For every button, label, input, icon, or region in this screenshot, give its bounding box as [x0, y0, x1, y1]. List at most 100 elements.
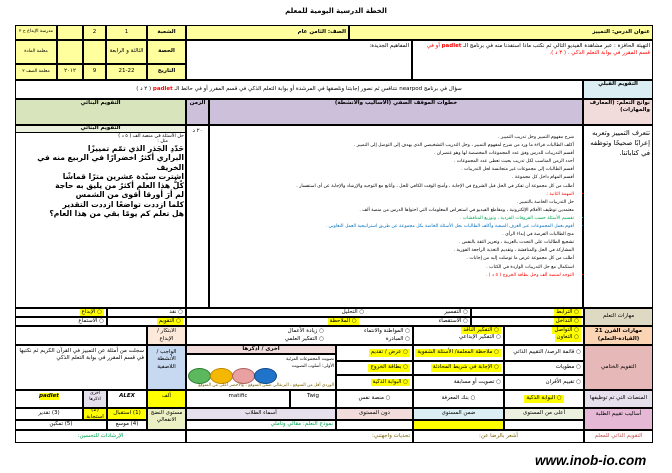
platform-item[interactable]: بنك المعرفة — [413, 390, 504, 408]
section-label: الشعبة — [147, 25, 186, 40]
platform-matific[interactable]: matific — [186, 390, 290, 408]
platform-other: أخرى اذكرها — [83, 390, 107, 408]
step-item: المهمة الثانية : — [212, 191, 574, 199]
step-item: التوجه لمنصة ألف وحل بطاقة الخروج ( ٥ د … — [212, 272, 574, 280]
skill-option-row[interactable]: التفسيرالتحليل — [186, 308, 471, 317]
grade: الصف: الثامن عام — [186, 25, 349, 40]
warmup-prefix: التهيئة الحافزة : عبر مشاهدة الفيديو الت… — [461, 43, 650, 49]
step-item: استكمال مع حل التدريبات الواردة في الكتا… — [212, 264, 574, 272]
formative-subheader: التقويم البنائي — [15, 125, 186, 133]
skill-option[interactable]: التداخل — [471, 317, 584, 326]
final-assessment-label: التقويم الختامي — [584, 345, 653, 390]
maturity-option[interactable]: (2) استجابة — [83, 408, 107, 420]
step-item: شرح مفهوم التمييز وحل تدريب التمييز . — [212, 134, 574, 142]
other-notes: تصويت المجموعات المرئية الأولى: أسلوب ال… — [286, 357, 334, 369]
maturity-option[interactable]: (5) تمكين — [15, 420, 107, 430]
creativity-label: الابتكار / الإبداع — [147, 326, 186, 345]
level-above: أعلى من المستوى — [504, 408, 584, 420]
formative-line: اشترت سيّدة عشرين مترًا قماشًا — [62, 171, 184, 181]
step-item: أكلف الطالبات قراءة ما ورد من شرح لمفهوم… — [212, 142, 574, 150]
skill-option[interactable]: الإبداع — [15, 308, 107, 317]
formative-line: كلما ازددت تواضعًا ازددت التقدير — [62, 199, 184, 209]
pre-assessment-suffix: ( ٢ د ) — [136, 86, 153, 92]
platform-item[interactable]: منصة نفس — [336, 390, 413, 408]
platform-padlet[interactable]: padlet — [15, 390, 83, 408]
maturity-option[interactable]: (4) موسع — [107, 420, 147, 430]
skills21-options[interactable]: التواصلالتعاون — [504, 326, 584, 345]
date-label: التاريخ — [147, 64, 186, 80]
teacher-label: معلمة المادة — [15, 40, 57, 64]
assessment-option[interactable]: تقييم الأقران — [504, 375, 584, 390]
assessment-option[interactable]: عرض / تقديم — [336, 345, 413, 361]
warmup: التهيئة الحافزة : عبر مشاهدة الفيديو الت… — [412, 40, 653, 80]
steps-cell — [209, 125, 583, 308]
blank-cell — [57, 25, 83, 40]
yellow-smiley-icon — [210, 368, 233, 384]
skill-option-row[interactable]: الاستقصاءالملاحظة — [186, 317, 471, 326]
maturity-option[interactable]: (3) تقدير — [15, 408, 83, 420]
assessment-option[interactable]: مطويات — [504, 361, 584, 375]
level-above-value[interactable] — [504, 420, 584, 430]
self-eval-challenges[interactable]: تحديات واجهتني: — [186, 430, 413, 443]
class-teacher: معلمة الصف ٢ — [15, 64, 57, 80]
other-cell — [186, 354, 336, 390]
skills21-options[interactable]: التفكير الناقدالتفكير الإبداعي — [413, 326, 504, 345]
step-item: تقسيم الأسئلة حسب الفروقات الفردية ، وتو… — [212, 215, 574, 223]
learning-model: نموذج التعلم: مقالي وتأملي — [186, 420, 336, 430]
assessment-option[interactable]: قائمة الرصد/ التقييم الذاتي — [504, 345, 584, 361]
platforms-label: المنصات التي تم توظيفها — [584, 390, 653, 408]
watermark: www.inob-io.com — [535, 453, 647, 468]
self-eval-satisfied[interactable]: أشعر بالرضا عن: — [413, 430, 584, 443]
self-eval-label: التقويم الذاتي للمعلم — [584, 430, 653, 443]
self-eval-guidance[interactable]: الإرشادات للتحسين: — [15, 430, 186, 443]
platform-alex[interactable]: ALEX — [107, 390, 147, 408]
steps-header: خطوات الموقف الصفي (الأساليب والأنشطة) — [209, 99, 583, 125]
step-item: معتمدين توظيف الأقلام الإلكترونية ، ومقا… — [212, 207, 574, 215]
skill-option[interactable]: الاستماع — [15, 317, 107, 326]
assessment-option[interactable]: البوابة الذكية — [336, 375, 413, 390]
step-item: أقوم بعمل المجموعات عبر الغرف الصفية وأك… — [212, 223, 574, 231]
step-item: المشاركة في الحل والمناقشة ، وتقديم التغ… — [212, 247, 574, 255]
maturity-label: مستوى النضج الانفعالي — [147, 408, 186, 430]
formative-header: التقويم البنائي — [15, 99, 186, 125]
level-below-value[interactable] — [336, 420, 413, 430]
step-item: أقسم الطالبات إلى مجموعات غير متجانسة لح… — [212, 166, 574, 174]
formative-line: البراري أكثرُ اخضرارًا في الربيع منه في … — [37, 153, 184, 172]
platform-twig[interactable]: Twig — [290, 390, 336, 408]
step-item: أقسم التدريبات للدرس وفق عدد المجموعات ا… — [212, 150, 574, 158]
student-names-label: أسماء الطلاب — [186, 408, 336, 420]
maturity-option[interactable]: (1) استقبال — [107, 408, 147, 420]
formative-line: لم أرَ أورقا أقوى من الشمس — [75, 190, 184, 200]
assessment-option[interactable]: الإجابة في شريط المحادثة — [413, 361, 504, 375]
skill-option[interactable]: التقويم — [107, 317, 186, 326]
platform-item[interactable]: البوابة الذكية — [504, 390, 584, 408]
outcomes-text: تتعرف التمييز وتعربه إعرابًا صحيحًا وتوظ… — [583, 125, 653, 308]
pink-smiley-icon — [232, 368, 255, 384]
warmup-app: padlet — [441, 43, 462, 49]
time-header: الزمن — [186, 99, 209, 125]
pre-assessment-text: سؤال في برنامج nearpod نتنافس ثم نصور إج… — [15, 80, 583, 99]
skill-option[interactable]: الترابط — [471, 308, 584, 317]
skill-option[interactable]: نقد — [107, 308, 186, 317]
formative-content: حل الأسئلة في منصة ألف ( ٥ د ) مثل : حَد… — [18, 134, 184, 218]
skills21-options[interactable]: المواطنة والانتماءالمبادرة زيادة الأعمال… — [186, 326, 413, 345]
day-value: 9 — [83, 64, 106, 80]
period-label: الحصة — [147, 40, 186, 64]
period-value: الثالثة و الرابعة — [106, 40, 147, 64]
assessment-option[interactable]: بطاقة الخروج — [336, 361, 413, 375]
lesson-title: عنوان الدرس: التمييز — [349, 25, 653, 40]
smiley-legend: الوردي أقل من المتوقع ، البرتقالي ضمن ال… — [198, 383, 334, 388]
platform-alef[interactable]: ألف — [147, 390, 186, 408]
blank-cell — [15, 326, 147, 345]
level-below: دون المستوى — [336, 408, 413, 420]
pre-assessment-prefix: سؤال في برنامج nearpod نتنافس ثم نصور إج… — [172, 86, 462, 92]
formative-line: هل تعلم كم يومًا بقي من هذا العام؟ — [49, 209, 184, 219]
assessment-option[interactable]: ملاحظة المعلمة/ الأسئلة الشفوية — [413, 345, 504, 361]
assessment-option[interactable]: تصويت أو مسابقة — [413, 375, 504, 390]
step-item: أطلب من كل مجموعة أن تفكر في الحل قبل ال… — [212, 183, 574, 191]
level-within-value[interactable] — [413, 420, 504, 430]
pre-assessment-label: التقويم القبلي — [583, 80, 653, 99]
step-item: أطلب من كل مجموعة عرض ما توصلت إليه من إ… — [212, 255, 574, 263]
section-2: 2 — [83, 25, 106, 40]
